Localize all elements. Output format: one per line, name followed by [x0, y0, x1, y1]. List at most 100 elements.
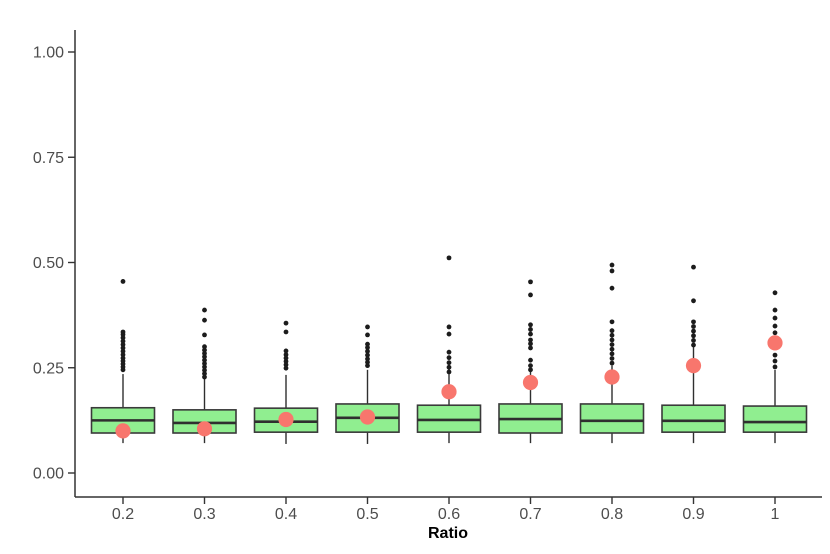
outlier-point: [772, 315, 778, 321]
outlier-point: [609, 342, 615, 347]
outlier-point: [446, 331, 452, 337]
mean-point: [604, 369, 620, 385]
outlier-point: [528, 322, 533, 328]
outlier-point: [283, 329, 289, 335]
outlier-point: [120, 338, 126, 344]
box-group-0.3: [172, 307, 237, 444]
outlier-point: [365, 363, 370, 369]
outlier-point: [528, 367, 533, 373]
outlier-point: [609, 285, 615, 291]
outlier-point: [609, 337, 615, 343]
outlier-point: [772, 364, 778, 370]
box-iqr: [661, 404, 726, 433]
x-tick-label: 0.7: [519, 506, 541, 523]
outlier-point: [772, 323, 778, 329]
outlier-point: [691, 333, 696, 339]
outlier-point: [528, 327, 533, 332]
outlier-point: [446, 349, 452, 355]
outlier-point: [202, 354, 207, 360]
mean-point: [359, 409, 376, 425]
outlier-point: [446, 360, 452, 366]
outlier-point: [528, 292, 533, 298]
outlier-point: [528, 345, 533, 351]
outlier-point: [528, 341, 533, 347]
outlier-point: [772, 352, 778, 358]
box-iqr: [742, 405, 808, 433]
outlier-point: [365, 332, 370, 338]
outlier-point: [202, 367, 207, 373]
outlier-point: [772, 290, 778, 296]
outlier-point: [283, 365, 289, 371]
outlier-point: [446, 355, 452, 361]
outlier-point: [691, 298, 696, 304]
x-tick-label: 0.6: [438, 506, 460, 523]
outlier-point: [609, 360, 615, 366]
outlier-point: [283, 320, 289, 326]
outlier-point: [120, 342, 126, 347]
y-tick-label: 0.75: [33, 150, 64, 167]
outlier-point: [283, 352, 289, 358]
outlier-point: [202, 347, 207, 353]
x-tick-label: 0.4: [275, 506, 297, 523]
outlier-point: [202, 307, 207, 313]
outlier-point: [772, 358, 778, 364]
outlier-point: [609, 356, 615, 361]
box-group-0.6: [416, 255, 482, 444]
outlier-point: [120, 279, 126, 284]
outlier-point: [609, 319, 615, 325]
outlier-point: [202, 332, 207, 338]
outlier-point: [609, 328, 615, 334]
x-tick-label: 0.5: [356, 506, 378, 523]
outlier-point: [691, 264, 696, 270]
outlier-point: [528, 337, 533, 343]
outlier-point: [120, 355, 126, 361]
outlier-point: [528, 331, 533, 337]
outlier-point: [202, 374, 207, 380]
box-group-0.2: [90, 279, 156, 444]
outlier-point: [120, 335, 126, 341]
outlier-point: [120, 352, 126, 358]
outlier-point: [283, 355, 289, 361]
outlier-point: [365, 348, 370, 354]
box-group-1: [742, 290, 808, 444]
outlier-point: [528, 357, 533, 363]
outlier-point: [609, 262, 615, 268]
outlier-point: [202, 317, 207, 323]
outlier-point: [365, 324, 370, 330]
outlier-point: [202, 344, 207, 350]
box-group-0.8: [579, 262, 645, 444]
mean-point: [767, 335, 783, 351]
outlier-point: [365, 341, 370, 347]
outlier-point: [528, 363, 533, 369]
y-tick-label: 1.00: [33, 45, 64, 62]
outlier-point: [120, 329, 126, 335]
outlier-point: [609, 346, 615, 352]
outlier-point: [446, 255, 452, 261]
outlier-point: [772, 307, 778, 313]
outlier-point: [772, 330, 778, 336]
outlier-point: [609, 268, 615, 274]
x-tick-label: 1: [771, 506, 780, 523]
x-tick-label: 0.9: [682, 506, 704, 523]
outlier-point: [691, 319, 696, 325]
outlier-point: [202, 357, 207, 363]
x-axis-title: Ratio: [428, 525, 468, 542]
mean-point: [278, 411, 294, 428]
outlier-point: [283, 348, 289, 354]
outlier-point: [365, 352, 370, 358]
outlier-point: [609, 332, 615, 338]
box-iqr: [579, 403, 645, 434]
outlier-point: [446, 324, 452, 330]
x-tick-label: 0.3: [193, 506, 215, 523]
outlier-point: [446, 364, 452, 370]
outlier-point: [365, 356, 370, 362]
outlier-point: [691, 328, 696, 334]
outlier-point: [283, 359, 289, 364]
mean-point: [115, 423, 131, 439]
y-tick-label: 0.50: [33, 255, 64, 272]
outlier-point: [365, 345, 370, 350]
outlier-point: [691, 337, 696, 343]
outlier-point: [202, 371, 207, 377]
box-group-0.9: [661, 264, 726, 444]
